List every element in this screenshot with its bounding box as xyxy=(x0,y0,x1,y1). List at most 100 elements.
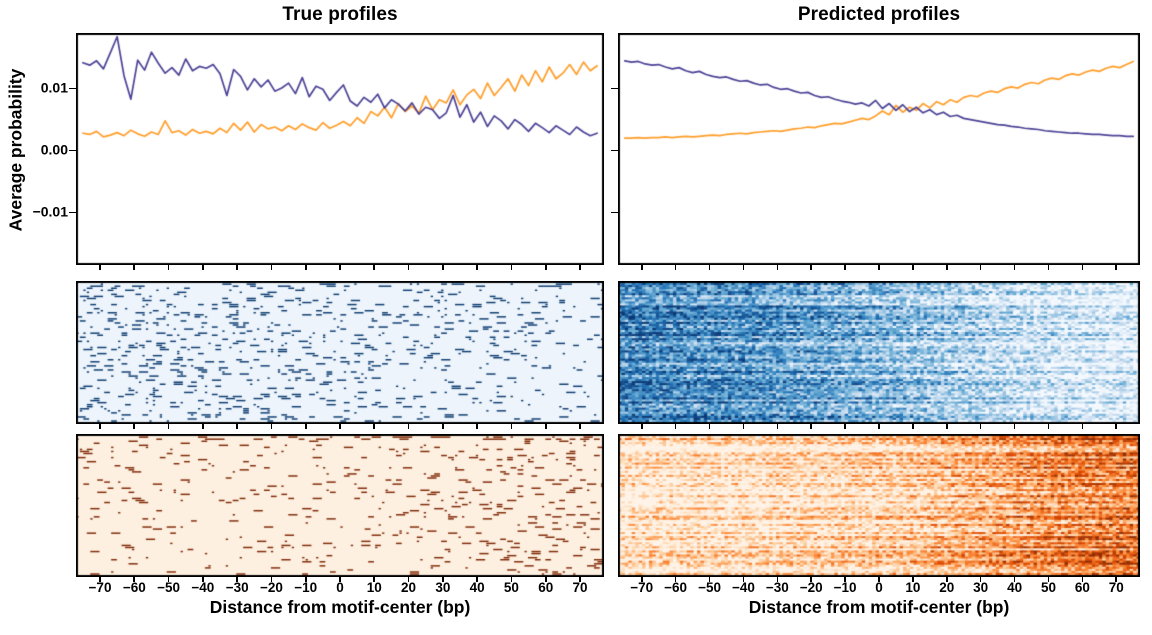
x-tick-label: −60 xyxy=(122,580,146,595)
y-tick-label--0.01: −0.01 xyxy=(32,203,68,220)
x-tick xyxy=(510,577,513,582)
x-tick-label: −10 xyxy=(294,580,318,595)
x-tick-label: 20 xyxy=(401,580,417,595)
x-tick xyxy=(373,265,376,270)
x-tick-label: 40 xyxy=(1007,580,1023,595)
y-tick xyxy=(611,211,618,214)
x-tick-label: 10 xyxy=(366,580,382,595)
x-tick xyxy=(708,577,711,582)
x-tick xyxy=(776,577,779,582)
x-tick xyxy=(476,577,478,582)
x-tick-label: 30 xyxy=(435,580,451,595)
y-tick xyxy=(611,149,618,152)
true-profiles-line-chart xyxy=(76,33,604,265)
x-tick xyxy=(810,424,812,429)
x-tick xyxy=(544,577,547,582)
x-tick xyxy=(236,577,238,582)
x-tick-label: −40 xyxy=(191,580,215,595)
x-tick xyxy=(167,424,170,429)
x-tick xyxy=(1081,265,1084,270)
x-tick xyxy=(544,424,547,429)
x-tick xyxy=(742,577,745,582)
right-column-title: Predicted profiles xyxy=(797,4,961,25)
x-tick-label: −10 xyxy=(833,580,857,595)
x-tick xyxy=(236,265,238,270)
x-tick xyxy=(1013,265,1016,270)
left-column-title: True profiles xyxy=(282,4,398,25)
x-tick xyxy=(878,577,880,582)
x-tick xyxy=(373,577,376,582)
x-tick-label: −70 xyxy=(630,580,654,595)
x-tick xyxy=(202,424,204,429)
x-tick xyxy=(99,577,101,582)
x-tick xyxy=(1115,265,1118,270)
x-tick xyxy=(674,424,677,429)
x-tick xyxy=(304,424,307,429)
x-tick xyxy=(979,577,982,582)
x-tick xyxy=(339,265,341,270)
x-tick xyxy=(270,577,273,582)
x-tick-label: 70 xyxy=(572,580,588,595)
x-tick xyxy=(476,265,478,270)
x-tick xyxy=(167,577,170,582)
x-tick xyxy=(407,577,410,582)
x-tick-label: 60 xyxy=(538,580,554,595)
y-tick xyxy=(69,149,76,152)
x-tick-label: 40 xyxy=(469,580,485,595)
x-tick xyxy=(1081,577,1084,582)
x-tick xyxy=(878,424,880,429)
x-tick xyxy=(442,424,444,429)
x-tick xyxy=(202,265,204,270)
x-tick xyxy=(133,424,136,429)
x-tick xyxy=(510,265,513,270)
x-tick xyxy=(1047,424,1050,429)
x-tick xyxy=(579,577,581,582)
true-reads-heatmap-orange xyxy=(76,434,604,577)
x-tick xyxy=(544,265,547,270)
x-tick xyxy=(912,265,914,270)
x-tick-label: −50 xyxy=(157,580,181,595)
x-tick-label: 50 xyxy=(1040,580,1056,595)
x-tick-label: 10 xyxy=(905,580,921,595)
x-tick xyxy=(640,577,643,582)
x-tick-label: −20 xyxy=(259,580,283,595)
x-tick xyxy=(1047,577,1050,582)
x-tick xyxy=(373,424,376,429)
x-tick xyxy=(1115,424,1118,429)
y-tick xyxy=(611,87,618,90)
x-tick xyxy=(979,265,982,270)
x-tick xyxy=(1081,424,1084,429)
x-tick xyxy=(674,577,677,582)
true-reads-heatmap-blue xyxy=(76,281,604,424)
x-tick xyxy=(99,265,101,270)
x-tick xyxy=(674,265,677,270)
x-tick xyxy=(776,265,779,270)
x-tick-label: −20 xyxy=(799,580,823,595)
x-tick xyxy=(742,265,745,270)
y-tick xyxy=(69,211,76,214)
x-axis-label-left: Distance from motif-center (bp) xyxy=(209,597,471,617)
x-tick-label: 0 xyxy=(336,580,344,595)
x-tick xyxy=(167,265,170,270)
x-axis-label-right: Distance from motif-center (bp) xyxy=(748,597,1010,617)
x-tick xyxy=(1047,265,1050,270)
x-tick-label: −30 xyxy=(225,580,249,595)
x-tick xyxy=(708,424,711,429)
x-tick xyxy=(810,265,812,270)
x-tick xyxy=(945,424,948,429)
x-tick xyxy=(776,424,779,429)
x-tick-label: 20 xyxy=(939,580,955,595)
x-tick xyxy=(442,265,444,270)
x-tick xyxy=(844,424,846,429)
x-tick xyxy=(339,577,341,582)
x-tick xyxy=(579,265,581,270)
x-tick xyxy=(442,577,444,582)
x-tick xyxy=(476,424,478,429)
x-tick-label: −30 xyxy=(765,580,789,595)
x-tick xyxy=(236,424,238,429)
x-tick-label: 60 xyxy=(1074,580,1090,595)
x-tick xyxy=(510,424,513,429)
x-tick-label: 50 xyxy=(503,580,519,595)
x-tick xyxy=(708,265,711,270)
